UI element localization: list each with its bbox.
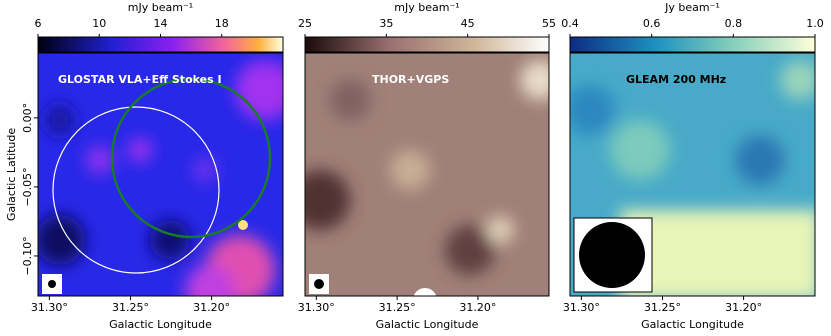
colorbar-tick-label: 1.0 (806, 17, 824, 30)
colorbar-tick-label: 25 (298, 17, 312, 30)
x-tick-label: 31.25° (644, 301, 681, 314)
colorbar-tick-label: 45 (461, 17, 475, 30)
x-axis-label: Galactic Longitude (641, 318, 744, 331)
y-tick-label: −0.10° (21, 236, 34, 275)
panel-label: GLOSTAR VLA+Eff Stokes I (58, 73, 222, 86)
colorbar-tick-label: 10 (92, 17, 106, 30)
image-thor (305, 53, 549, 296)
x-tick-label: 31.30° (298, 301, 335, 314)
image-glostar (38, 53, 283, 296)
x-tick-label: 31.30° (31, 301, 68, 314)
panel-frames (37, 52, 816, 297)
panel-label: GLEAM 200 MHz (626, 73, 726, 86)
x-tick-label: 31.20° (459, 301, 496, 314)
colorbar (569, 36, 816, 53)
colorbar-tick-label: 6 (35, 17, 42, 30)
colorbar-label: Jy beam⁻¹ (664, 1, 720, 14)
colorbar-tick-label: 0.6 (643, 17, 661, 30)
colorbar (304, 36, 550, 53)
x-tick-label: 31.25° (112, 301, 149, 314)
colorbar-tick-label: 0.4 (561, 17, 579, 30)
panel-label: THOR+VGPS (372, 73, 449, 86)
y-tick-label: 0.00° (21, 103, 34, 133)
colorbar-label: mJy beam⁻¹ (128, 1, 193, 14)
x-tick-label: 31.20° (193, 301, 230, 314)
image-gleam (570, 53, 815, 296)
x-tick-label: 31.30° (563, 301, 600, 314)
x-tick-label: 31.25° (379, 301, 416, 314)
colorbar-tick-label: 55 (542, 17, 556, 30)
x-axis-label: Galactic Longitude (376, 318, 479, 331)
colorbar-tick-label: 0.8 (725, 17, 743, 30)
colorbar-tick-label: 14 (154, 17, 168, 30)
colorbar-tick-label: 18 (215, 17, 229, 30)
x-tick-label: 31.20° (725, 301, 762, 314)
x-axis-label: Galactic Longitude (109, 318, 212, 331)
colorbar-label: mJy beam⁻¹ (394, 1, 459, 14)
colorbar (37, 36, 284, 53)
y-axis-label: Galactic Latitude (5, 128, 18, 222)
colorbar-tick-label: 35 (379, 17, 393, 30)
y-tick-label: −0.05° (21, 167, 34, 206)
